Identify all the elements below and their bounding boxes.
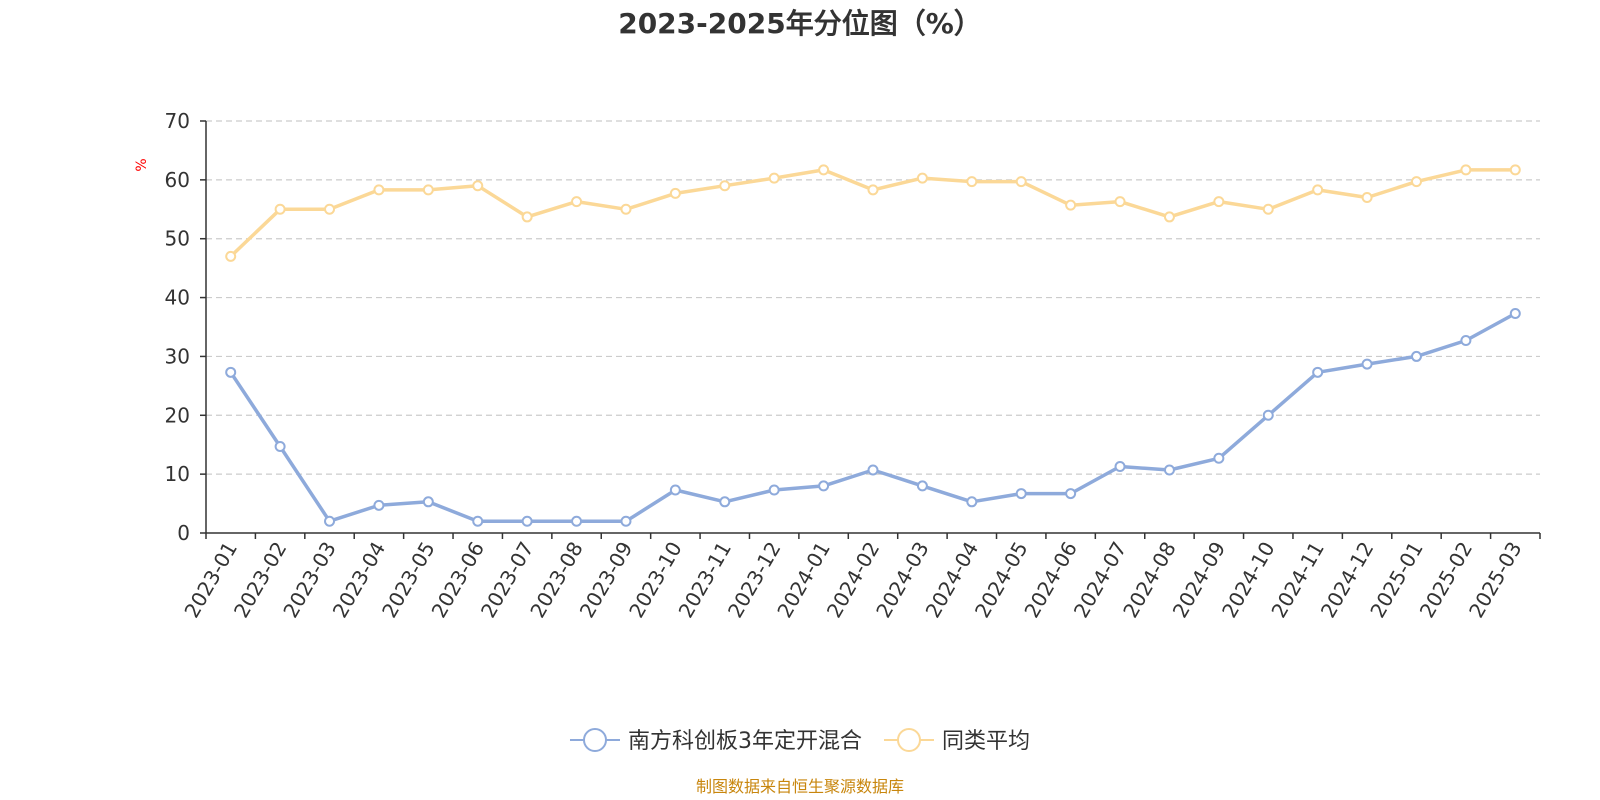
data-point <box>422 184 434 196</box>
y-tick-label: 30 <box>165 344 190 368</box>
data-point <box>274 203 286 215</box>
data-point <box>966 496 978 508</box>
data-point <box>1509 307 1521 319</box>
data-point <box>1410 350 1422 362</box>
data-point <box>1460 164 1472 176</box>
data-point <box>422 496 434 508</box>
data-point <box>719 496 731 508</box>
y-tick-label: 70 <box>165 109 190 133</box>
data-point <box>1509 164 1521 176</box>
data-point <box>373 184 385 196</box>
data-point <box>1262 409 1274 421</box>
data-point <box>669 187 681 199</box>
y-tick-label: 20 <box>165 403 190 427</box>
data-point <box>916 172 928 184</box>
data-point <box>867 464 879 476</box>
series-2 <box>225 164 1521 262</box>
data-point <box>1361 192 1373 204</box>
legend[interactable]: 南方科创板3年定开混合 同类平均 <box>569 728 1030 754</box>
data-point <box>1114 460 1126 472</box>
y-tick-label: 40 <box>165 286 190 310</box>
chart-title: 2023-2025年分位图（%） <box>618 7 982 40</box>
source-note: 制图数据来自恒生聚源数据库 <box>696 777 904 796</box>
data-point <box>1312 366 1324 378</box>
data-point <box>571 515 583 527</box>
data-point <box>1163 211 1175 223</box>
data-point <box>1361 358 1373 370</box>
data-point <box>1262 203 1274 215</box>
data-point <box>1410 176 1422 188</box>
series-layer <box>225 164 1521 527</box>
data-point <box>472 180 484 192</box>
data-point <box>818 480 830 492</box>
data-point <box>324 203 336 215</box>
data-point <box>571 196 583 208</box>
data-point <box>669 484 681 496</box>
legend-item[interactable]: 南方科创板3年定开混合 <box>569 728 862 754</box>
y-tick-label: 0 <box>177 521 190 545</box>
series-line <box>228 311 1518 523</box>
data-point <box>1015 176 1027 188</box>
data-point <box>472 515 484 527</box>
y-tick-label: 50 <box>165 227 190 251</box>
series-line <box>228 168 1518 259</box>
data-point <box>521 515 533 527</box>
data-point <box>719 180 731 192</box>
legend-circle-icon <box>896 728 921 752</box>
data-point <box>324 515 336 527</box>
data-point <box>1065 488 1077 500</box>
y-tick-label: 60 <box>165 168 190 192</box>
data-point <box>225 250 237 262</box>
data-point <box>966 176 978 188</box>
data-point <box>768 484 780 496</box>
data-point <box>768 172 780 184</box>
data-point <box>1213 196 1225 208</box>
data-point <box>1213 452 1225 464</box>
data-point <box>1163 464 1175 476</box>
data-point <box>1114 196 1126 208</box>
grid-lines <box>206 120 1540 475</box>
data-point <box>521 211 533 223</box>
data-point <box>620 515 632 527</box>
data-point <box>1312 184 1324 196</box>
data-point <box>274 440 286 452</box>
data-point <box>916 480 928 492</box>
data-point <box>373 499 385 511</box>
data-point <box>1460 335 1472 347</box>
data-point <box>867 184 879 196</box>
data-point <box>1065 199 1077 211</box>
legend-label: 南方科创板3年定开混合 <box>628 729 862 754</box>
axes: 0102030405060702023-012023-022023-032023… <box>165 109 1541 622</box>
legend-label: 同类平均 <box>942 729 1030 754</box>
data-point <box>818 164 830 176</box>
data-point <box>1015 488 1027 500</box>
legend-item[interactable]: 同类平均 <box>883 728 1030 754</box>
y-tick-label: 10 <box>165 462 190 486</box>
data-point <box>620 203 632 215</box>
legend-circle-icon <box>582 728 607 752</box>
series-1 <box>225 307 1521 527</box>
data-point <box>225 366 237 378</box>
y-axis-unit-label: % <box>134 158 150 171</box>
